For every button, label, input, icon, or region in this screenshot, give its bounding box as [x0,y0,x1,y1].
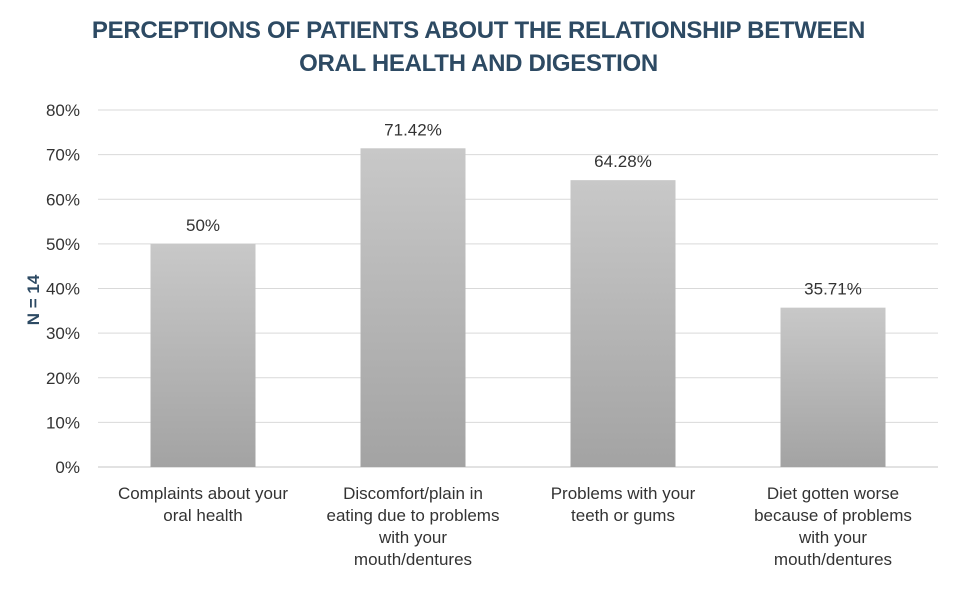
bars [150,148,886,467]
chart-title: PERCEPTIONS OF PATIENTS ABOUT THE RELATI… [0,14,957,80]
y-tick-label: 40% [46,280,80,299]
x-tick-label-line: Problems with your [550,484,696,503]
x-tick-label-line: Diet gotten worse [766,484,900,503]
y-tick-label: 30% [46,324,80,343]
y-tick-label: 70% [46,146,80,165]
data-label: 71.42% [384,120,442,139]
bar [360,148,466,467]
y-tick-label: 50% [46,235,80,254]
y-tick-label: 60% [46,190,80,209]
x-tick-label-line: Complaints about your [117,484,289,503]
bar [780,307,886,467]
x-tick-label: Diet gotten worse because of problems with… [733,483,933,571]
x-tick-label-line: with your [798,528,868,547]
y-tick-label: 0% [55,458,80,477]
data-labels: 50% 71.42% 64.28% 35.71% [186,120,862,298]
y-tick-label: 20% [46,369,80,388]
data-label: 64.28% [594,152,652,171]
x-tick-label-line: mouth/dentures [353,550,473,569]
x-tick-label-line: eating due to problems [326,506,500,525]
x-tick-label-line: teeth or gums [571,506,675,525]
chart-title-line-2: ORAL HEALTH AND DIGESTION [299,50,658,77]
y-tick-label: 80% [46,101,80,120]
x-tick-label-line: because of problems [754,506,912,525]
x-tick-label: Discomfort/plain in eating due to problem… [313,483,513,571]
x-tick-label-line: with your [378,528,448,547]
bar [570,180,676,467]
y-axis-ticks: 0% 10% 20% 30% 40% 50% 60% 70% 80% [46,101,80,477]
data-label: 50% [186,216,220,235]
x-tick-label-line: oral health [163,506,243,525]
data-label: 35.71% [804,280,862,299]
x-tick-label-line: Discomfort/plain in [343,484,483,503]
x-tick-label: Complaints about your oral health [103,483,303,527]
bar [150,243,256,467]
y-tick-label: 10% [46,413,80,432]
chart-title-line-1: PERCEPTIONS OF PATIENTS ABOUT THE RELATI… [91,17,866,44]
x-tick-label-line: mouth/dentures [773,550,893,569]
x-tick-label: Problems with your teeth or gums [523,483,723,527]
